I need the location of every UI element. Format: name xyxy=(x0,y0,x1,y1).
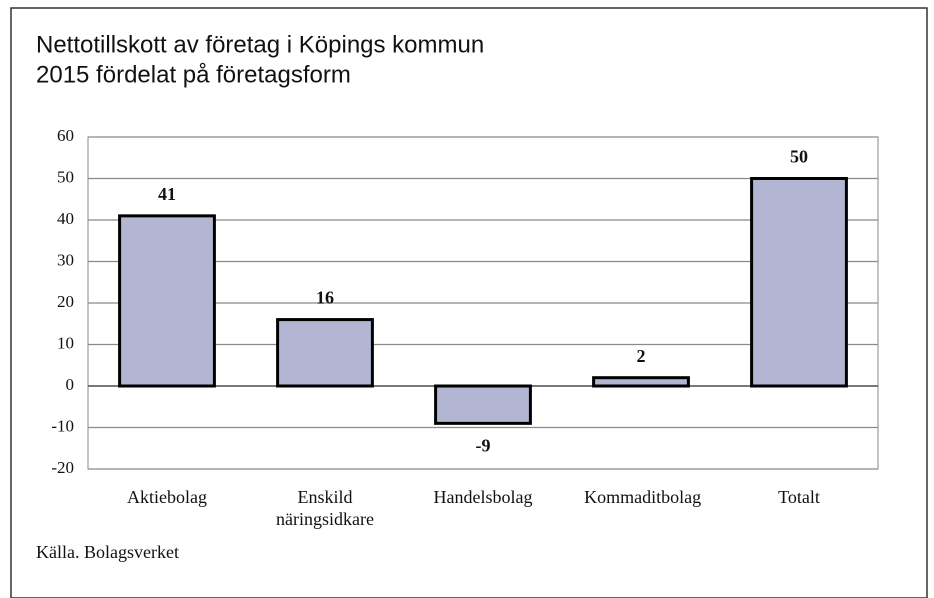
value-label: 50 xyxy=(790,147,808,167)
y-tick-label: -20 xyxy=(51,458,74,477)
bar xyxy=(434,384,532,425)
x-tick-label: Aktiebolag xyxy=(126,487,207,507)
y-tick-label: 50 xyxy=(57,167,74,186)
bar xyxy=(592,376,690,388)
value-label: -9 xyxy=(476,435,491,455)
value-label: 2 xyxy=(637,346,646,366)
chart-title: 2015 fördelat på företagsform xyxy=(36,61,351,88)
chart-title: Nettotillskott av företag i Köpings komm… xyxy=(36,31,484,58)
y-tick-label: 30 xyxy=(57,250,74,269)
x-tick-label: Kommaditbolag xyxy=(584,487,702,507)
frame xyxy=(10,7,928,598)
y-tick-label: -10 xyxy=(51,416,74,435)
y-tick-label: 0 xyxy=(66,375,75,394)
source: Källa. Bolagsverket xyxy=(36,542,179,562)
bar xyxy=(750,177,848,388)
value-label: 41 xyxy=(158,184,176,204)
y-tick-label: 60 xyxy=(57,126,74,145)
bar xyxy=(276,318,374,388)
value-label: 16 xyxy=(316,288,334,308)
bar xyxy=(118,214,216,388)
x-tick-label: Enskild näringsidkare xyxy=(276,487,374,529)
x-tick-label: Totalt xyxy=(778,487,820,507)
y-tick-label: 40 xyxy=(57,209,74,228)
y-tick-label: 10 xyxy=(57,333,74,352)
y-tick-label: 20 xyxy=(57,292,74,311)
x-tick-label: Handelsbolag xyxy=(433,487,533,507)
